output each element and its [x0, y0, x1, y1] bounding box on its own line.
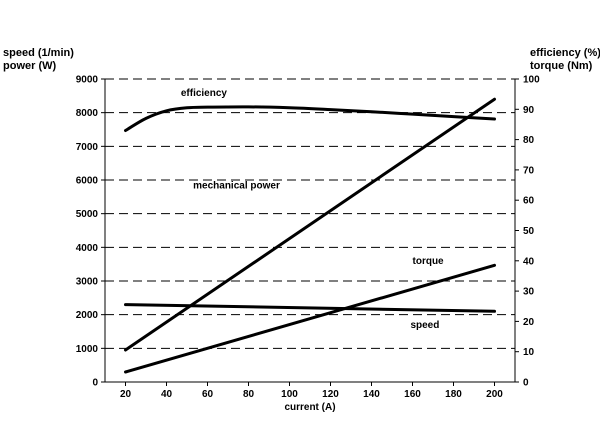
x-tick-label: 20 — [120, 389, 132, 400]
curve-labels: efficiency mechanical power torque speed — [181, 88, 444, 331]
y-left-tick-label: 0 — [92, 378, 98, 389]
x-tick-label: 140 — [363, 389, 380, 400]
x-tick-label: 80 — [243, 389, 255, 400]
series-line-speed — [124, 303, 496, 313]
right-axis-title: efficiency (%) torque (Nm) — [530, 47, 600, 73]
y-left-tick-label: 2000 — [76, 310, 99, 321]
x-tick-label: 200 — [486, 389, 503, 400]
left-axis-title-line-2: power (W) — [3, 60, 57, 72]
y-left-tick-label: 3000 — [76, 277, 99, 288]
y-left-tick-label: 6000 — [76, 176, 99, 187]
y-left-tick-label: 9000 — [76, 75, 99, 86]
series-line-torque — [124, 263, 496, 374]
curve-label-speed: speed — [410, 320, 439, 331]
x-axis-title: current (A) — [284, 402, 335, 413]
y-left-tick-label: 5000 — [76, 209, 99, 220]
x-tick-label: 60 — [202, 389, 214, 400]
curve-label-torque: torque — [413, 256, 445, 267]
left-axis-title: speed (1/min) power (W) — [3, 47, 74, 73]
ticks: 0 1000 2000 3000 4000 5000 6000 7000 8000 9000 0 10… — [76, 75, 540, 401]
y-right-tick-label: 30 — [523, 287, 535, 298]
y-right-tick-label: 40 — [523, 256, 535, 267]
grid — [105, 78, 515, 349]
y-left-tick-label: 4000 — [76, 243, 99, 254]
curve-label-mechanical-power: mechanical power — [193, 180, 280, 191]
y-right-tick-label: 90 — [523, 105, 535, 116]
series-line-efficiency — [124, 105, 496, 133]
x-tick-label: 40 — [161, 389, 173, 400]
y-right-tick-label: 60 — [523, 196, 535, 207]
left-axis-title-line-1: speed (1/min) — [3, 47, 74, 59]
x-tick-label: 160 — [404, 389, 421, 400]
y-right-tick-label: 10 — [523, 347, 535, 358]
y-left-tick-label: 8000 — [76, 108, 99, 119]
y-right-tick-label: 20 — [523, 317, 535, 328]
curve-label-efficiency: efficiency — [181, 88, 228, 99]
right-axis-title-line-1: efficiency (%) — [530, 47, 600, 59]
y-right-tick-label: 100 — [523, 75, 540, 86]
right-axis-title-line-2: torque (Nm) — [530, 60, 593, 72]
x-tick-label: 180 — [445, 389, 462, 400]
y-right-tick-label: 0 — [523, 378, 529, 389]
y-right-tick-label: 80 — [523, 135, 535, 146]
y-left-tick-label: 7000 — [76, 142, 99, 153]
series-line-mechanical-power — [124, 97, 496, 352]
axes — [104, 79, 516, 383]
x-tick-label: 100 — [281, 389, 298, 400]
y-right-tick-label: 70 — [523, 165, 535, 176]
x-tick-label: 120 — [322, 389, 339, 400]
y-right-tick-label: 50 — [523, 226, 535, 237]
series-group — [124, 97, 496, 374]
y-left-tick-label: 1000 — [76, 344, 99, 355]
